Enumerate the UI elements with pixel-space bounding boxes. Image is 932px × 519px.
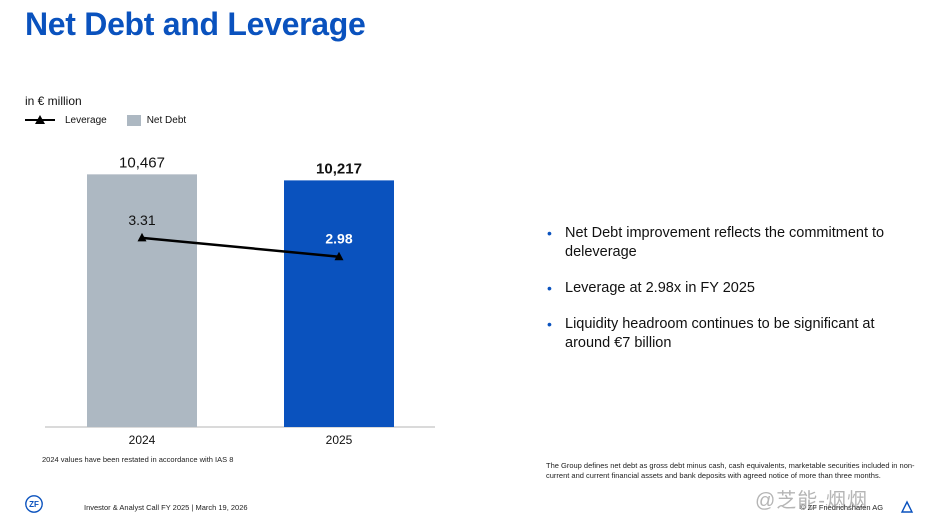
leverage-line: [141, 236, 340, 258]
bullet-dot-icon: •: [547, 280, 552, 296]
page-title: Net Debt and Leverage: [25, 6, 366, 42]
leverage-value-label-2025: 2.98: [325, 231, 352, 247]
bar-net-debt-2024: [87, 174, 197, 427]
footnote-definition: The Group defines net debt as gross debt…: [546, 461, 915, 480]
bullet-dot-icon: •: [547, 316, 552, 332]
leverage-marker-2024: [137, 232, 147, 242]
legend-leverage-label: Leverage: [65, 114, 107, 126]
key-point: • Net Debt improvement reflects the commi…: [545, 224, 905, 262]
chart-legend: Leverage Net Debt: [25, 112, 186, 128]
x-tick-label-2025: 2025: [326, 433, 353, 447]
watermark: @芝能-烟烟: [755, 490, 868, 512]
net-debt-chart: 10,467 2024 10,217 2025 3.31 2.98: [45, 154, 435, 447]
bar-value-label-2024: 10,467: [119, 154, 165, 171]
zf-logo-icon: ZF: [25, 495, 43, 513]
footer-copyright: © ZF Friedrichshafen AG: [800, 503, 884, 512]
bar-net-debt-2025: [284, 180, 394, 427]
key-points-list: • Net Debt improvement reflects the commi…: [545, 224, 905, 370]
key-point-text: Liquidity headroom continues to be signi…: [565, 316, 875, 351]
leverage-marker-2025: [334, 251, 344, 261]
leverage-value-label-2024: 3.31: [128, 212, 155, 228]
bullet-dot-icon: •: [547, 225, 552, 241]
footnote-restatement: 2024 values have been restated in accord…: [42, 455, 234, 464]
logo-text: ZF: [29, 500, 39, 509]
legend-net-debt-label: Net Debt: [146, 114, 187, 126]
key-point: • Liquidity headroom continues to be sign…: [545, 315, 905, 353]
unit-label: in € million: [25, 94, 82, 108]
corner-triangle-icon: [900, 500, 914, 513]
x-tick-label-2024: 2024: [129, 433, 156, 447]
bar-value-label-2025: 10,217: [316, 160, 362, 177]
key-point: • Leverage at 2.98x in FY 2025: [545, 279, 905, 298]
legend-leverage-symbol: [25, 115, 55, 124]
key-point-text: Net Debt improvement reflects the commit…: [565, 225, 885, 260]
footer-event: Investor & Analyst Call FY 2025 | March …: [84, 503, 248, 512]
key-point-text: Leverage at 2.98x in FY 2025: [565, 280, 755, 296]
legend-net-debt-swatch: [126, 114, 141, 126]
